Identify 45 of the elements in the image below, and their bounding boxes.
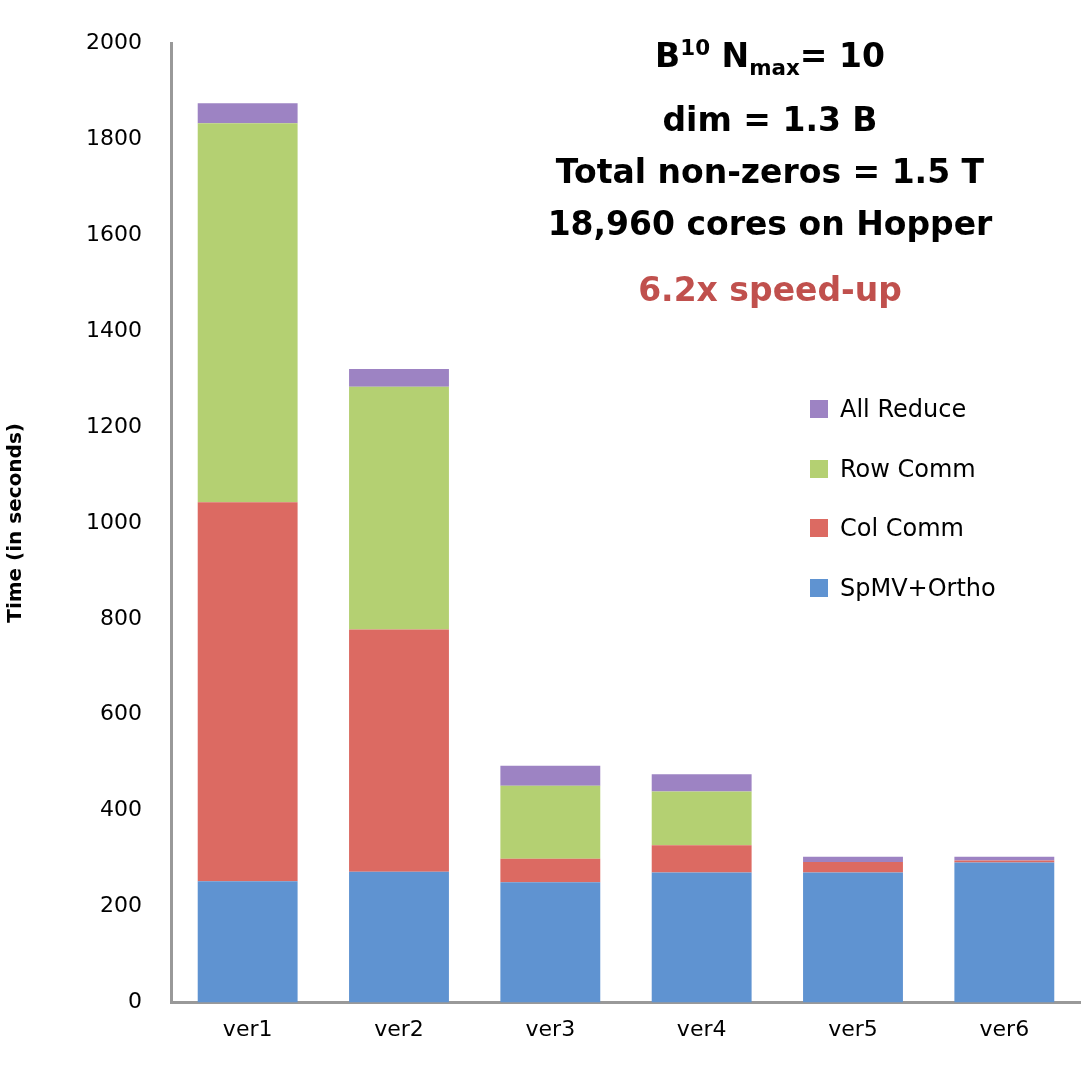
bar [803,862,903,873]
x-tick-label: ver3 [525,1015,576,1041]
y-tick-label: 800 [99,604,142,630]
bar [651,774,752,792]
y-tick-label: 600 [99,700,142,726]
x-tick-label: ver2 [374,1015,424,1041]
bar [197,123,298,503]
bar [500,785,601,859]
y-axis-title: Time (in seconds) [2,423,27,623]
bar [500,858,601,883]
bar [349,871,449,1003]
bar [197,502,298,882]
y-tick-label: 1400 [85,316,142,342]
bar [500,765,601,786]
y-tick-label: 1000 [85,508,142,534]
bar [500,882,601,1003]
bar [803,872,903,1003]
bar [651,872,752,1003]
legend-label: Col Comm [840,514,964,542]
y-tick-label: 1800 [85,124,142,150]
legend-label: All Reduce [840,395,967,423]
bar [803,856,903,863]
y-tick-label: 1200 [85,412,142,438]
bar [349,386,449,630]
x-tick-label: ver4 [676,1015,727,1041]
legend-label: Row Comm [840,454,976,483]
bar [197,103,298,124]
y-tick-label: 200 [99,892,142,918]
bar [954,856,1055,861]
x-tick-label: ver5 [828,1015,878,1041]
bar [651,845,752,873]
annotation: 6.2x speed-up [637,270,903,309]
x-tick-label: ver1 [222,1015,273,1041]
x-tick-label: ver6 [979,1015,1030,1041]
y-tick-label: 2000 [85,28,142,54]
bar [197,881,298,1003]
bar [651,791,752,846]
y-tick-label: 1600 [85,220,142,246]
bar [954,862,1055,1003]
bar [349,368,449,387]
y-tick-label: 400 [99,796,142,822]
bar [349,629,449,872]
legend-label: SpMV+Ortho [840,573,996,602]
text: B$^{10}$ N$_{max}$= 10 dim = 1.3 B Total non-zeros = 1.5 T 18,960 cores on Hopper [546,34,994,245]
y-tick-label: 0 [127,988,142,1014]
